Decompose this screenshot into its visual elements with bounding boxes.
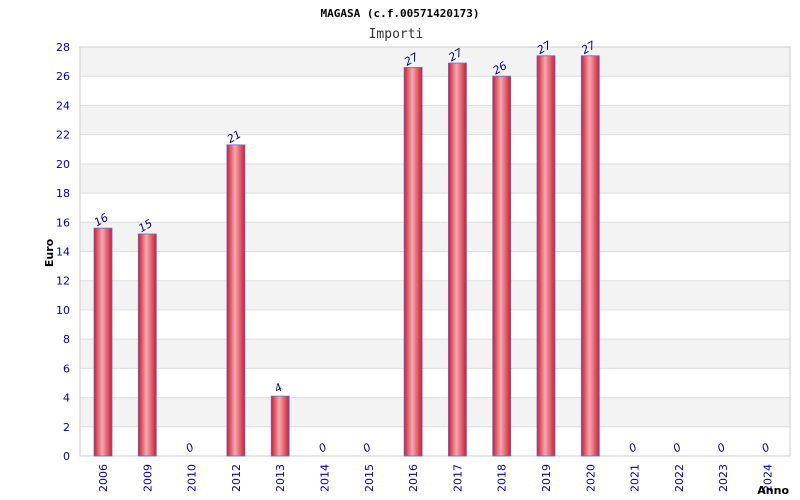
bar	[403, 67, 423, 457]
grid-bands	[80, 47, 790, 427]
grid-band	[80, 163, 790, 194]
x-tick-label: 2012	[230, 464, 243, 492]
data-label: 16	[92, 211, 111, 229]
y-tick-label: 18	[56, 187, 70, 200]
x-tick-label: 2017	[451, 464, 464, 492]
y-tick-label: 4	[63, 392, 70, 405]
grid-band	[80, 280, 790, 310]
x-tick-label: 2010	[186, 464, 199, 492]
x-tick-label: 2015	[363, 464, 376, 492]
grid-band	[80, 397, 790, 427]
y-tick-label: 26	[56, 70, 70, 83]
data-label: 0	[184, 441, 197, 456]
data-label: 27	[579, 39, 598, 57]
y-tick-label: 6	[63, 362, 70, 375]
y-tick-label: 8	[63, 333, 70, 346]
x-tick-label: 2013	[274, 464, 287, 492]
data-label: 4	[272, 381, 285, 396]
x-tick-label: 2021	[629, 464, 642, 492]
x-tick-label: 2020	[584, 464, 597, 492]
bar	[492, 75, 512, 457]
grid-band	[80, 339, 790, 369]
bar	[226, 144, 246, 457]
x-tick-label: 2024	[762, 464, 775, 492]
data-label: 0	[361, 441, 374, 456]
y-tick-label: 0	[63, 450, 70, 463]
grid-band	[80, 222, 790, 252]
y-axis-label: Euro	[43, 238, 56, 267]
y-tick-label: 28	[56, 41, 70, 54]
bars	[93, 55, 600, 457]
data-labels: 16 15 0 21 4 0 0 27 27 26 27 27 0 0 0 0	[92, 39, 772, 456]
x-tick-label: 2014	[319, 464, 332, 492]
bar	[270, 395, 290, 457]
y-tick-label: 2	[63, 421, 70, 434]
x-tick-label: 2006	[97, 464, 110, 492]
bar	[580, 55, 600, 457]
data-label: 27	[535, 39, 554, 57]
y-tick-label: 16	[56, 216, 70, 229]
data-label: 0	[715, 441, 728, 456]
y-tick-label: 22	[56, 129, 70, 142]
bar	[93, 227, 113, 457]
chart-subtitle: Importi	[369, 27, 424, 42]
y-tick-label: 12	[56, 275, 70, 288]
x-tick-label: 2019	[540, 464, 553, 492]
chart-title: MAGASA (c.f.00571420173)	[321, 7, 480, 20]
data-label: 0	[316, 441, 329, 456]
y-tick-label: 24	[56, 99, 70, 112]
bar	[137, 233, 157, 457]
data-label: 27	[446, 46, 465, 64]
y-tick-label: 14	[56, 246, 70, 259]
data-label: 0	[671, 441, 684, 456]
bar	[536, 55, 556, 457]
grid-band	[80, 47, 790, 77]
x-tick-label: 2023	[717, 464, 730, 492]
x-tick-label: 2009	[141, 464, 154, 492]
x-tick-label: 2018	[496, 464, 509, 492]
data-label: 0	[759, 441, 772, 456]
data-label: 15	[136, 217, 155, 235]
data-label: 27	[402, 50, 421, 68]
x-axis-label: Anno	[757, 484, 789, 497]
data-label: 26	[491, 59, 510, 77]
bar	[447, 62, 467, 457]
x-tick-label: 2016	[407, 464, 420, 492]
data-label: 21	[225, 128, 244, 146]
y-tick-label: 10	[56, 304, 70, 317]
x-axis-ticks: 2006 2009 2010 2012 2013 2014 2015 2016 2017 2018…	[97, 464, 775, 492]
data-label: 0	[627, 441, 640, 456]
y-tick-label: 20	[56, 158, 70, 171]
grid-band	[80, 105, 790, 135]
gridlines	[80, 46, 790, 457]
plot-frame	[79, 46, 791, 457]
x-tick-label: 2022	[673, 464, 686, 492]
